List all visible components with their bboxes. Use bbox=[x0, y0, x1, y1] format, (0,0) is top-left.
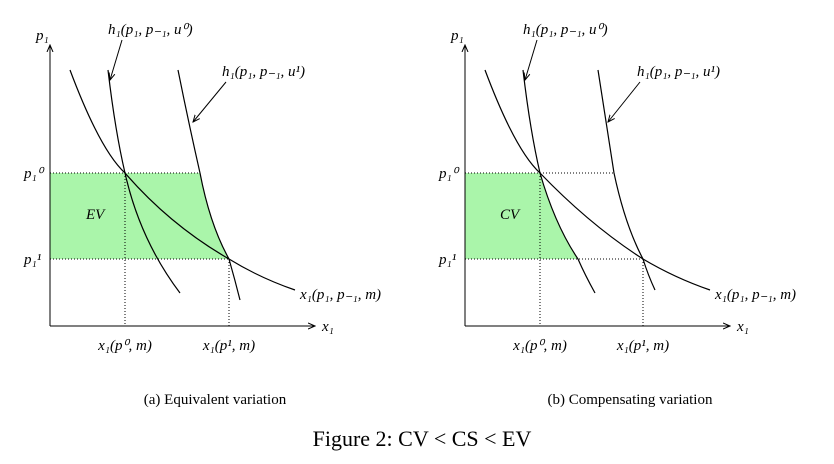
curve-label: x₁(p₁, p₋₁, m) bbox=[714, 287, 796, 303]
panel-b: p₁ x₁ p₁⁰ p₁¹ x₁(p⁰, m) x₁(p¹, m) CV h₁(… bbox=[438, 22, 796, 408]
panel-caption: (b) Compensating variation bbox=[548, 392, 713, 408]
panel-caption: (a) Equivalent variation bbox=[144, 392, 287, 408]
x-tick-label: x₁(p¹, m) bbox=[202, 338, 255, 354]
hicksian-u0 bbox=[107, 69, 181, 294]
panel-a: p₁ x₁ p₁⁰ p₁¹ x₁(p⁰, m) x₁(p¹, m) EV h₁(… bbox=[23, 22, 381, 408]
curve-label: h₁(p₁, p₋₁, u¹) bbox=[222, 64, 305, 80]
figure-caption: Figure 2: CV < CS < EV bbox=[313, 426, 532, 451]
y-axis-label: p₁ bbox=[450, 28, 464, 44]
hicksian-u1 bbox=[597, 69, 656, 291]
curve-label: h₁(p₁, p₋₁, u¹) bbox=[637, 64, 720, 80]
pointer bbox=[608, 81, 641, 122]
curve-label: h₁(p₁, p₋₁, u⁰) bbox=[523, 22, 608, 38]
x-tick-label: x₁(p⁰, m) bbox=[512, 338, 567, 354]
region-label: EV bbox=[85, 207, 106, 223]
ev-region bbox=[50, 173, 229, 259]
hicksian-u0 bbox=[522, 69, 596, 294]
x-axis-label: x₁ bbox=[736, 319, 749, 335]
y-axis-label: p₁ bbox=[35, 28, 49, 44]
curve-label: h₁(p₁, p₋₁, u⁰) bbox=[108, 22, 193, 38]
marshallian-curve bbox=[484, 69, 711, 291]
marshallian-curve bbox=[69, 69, 296, 291]
x-tick-label: x₁(p⁰, m) bbox=[97, 338, 152, 354]
y-tick-label: p₁¹ bbox=[438, 252, 457, 268]
pointer bbox=[525, 39, 538, 80]
pointer bbox=[110, 39, 123, 80]
x-axis-label: x₁ bbox=[321, 319, 334, 335]
pointer bbox=[193, 81, 227, 122]
x-tick-label: x₁(p¹, m) bbox=[616, 338, 669, 354]
y-tick-label: p₁¹ bbox=[23, 252, 42, 268]
y-tick-label: p₁⁰ bbox=[23, 166, 45, 182]
y-tick-label: p₁⁰ bbox=[438, 166, 460, 182]
cv-region bbox=[465, 173, 578, 259]
hicksian-u1 bbox=[177, 69, 241, 301]
curve-label: x₁(p₁, p₋₁, m) bbox=[299, 287, 381, 303]
region-label: CV bbox=[500, 207, 521, 223]
